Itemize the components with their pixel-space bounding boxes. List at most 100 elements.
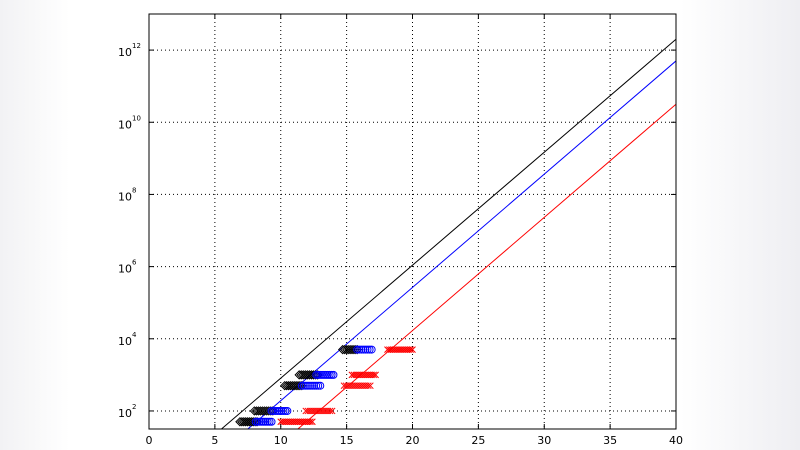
marker-diamond-black [304,370,315,380]
marker-cross-red [407,346,414,353]
marker-diamond-black [344,344,354,355]
marker-diamond-black [300,370,311,380]
marker-circle-blue [361,345,370,354]
marker-diamond-black [342,344,352,355]
x-tick-label: 40 [669,434,683,447]
y-tick-label: 10 [118,407,132,420]
marker-cross-red [370,371,377,379]
marker-circle-blue [312,381,321,390]
marker-circle-blue [275,406,284,415]
x-tick-label: 10 [274,434,288,447]
y-tick-label: 10 [118,263,132,276]
marker-circle-blue [365,345,374,354]
y-tick-exponent: 2 [132,403,136,411]
marker-diamond-black [253,406,264,416]
background-left-fade [0,0,70,450]
plot-frame [148,13,677,430]
marker-circle-blue [267,417,276,426]
marker-circle-blue [359,345,368,354]
marker-circle-blue [306,381,315,390]
y-tick-label: 10 [118,190,132,203]
y-tick-label: 10 [118,46,132,59]
marker-diamond-black [255,406,266,416]
marker-circle-blue [281,406,290,415]
marker-cross-red [328,407,336,415]
marker-diamond-black [296,370,306,380]
x-tick-label: 20 [406,434,420,447]
marker-diamond-black [298,370,309,380]
marker-diamond-black [306,370,317,380]
series-line-red [297,103,676,429]
y-tick-exponent: 12 [132,42,141,50]
marker-cross-red [366,382,374,390]
marker-circle-blue [251,417,260,426]
marker-circle-blue [301,381,310,390]
marker-cross-red [326,407,334,415]
marker-circle-blue [367,345,376,354]
marker-circle-blue [297,381,306,390]
marker-circle-blue [257,417,266,426]
marker-diamond-black [257,406,268,416]
marker-diamond-black [302,370,313,380]
marker-circle-blue [316,381,325,390]
y-tick-exponent: 6 [132,259,137,267]
marker-circle-blue [329,370,338,379]
marker-circle-blue [265,417,274,426]
marker-diamond-black [337,344,348,355]
y-tick-label: 10 [118,118,132,131]
marker-circle-blue [273,406,282,415]
background-right-fade [680,0,800,450]
marker-circle-blue [308,381,317,390]
marker-circle-blue [353,345,362,354]
marker-circle-blue [355,345,364,354]
marker-circle-blue [271,406,280,415]
marker-circle-blue [261,417,270,426]
series-layer [221,38,676,429]
marker-circle-blue [263,417,272,426]
x-tick-label: 30 [537,434,551,447]
marker-diamond-black [308,370,319,380]
marker-diamond-black [248,417,258,427]
marker-diamond-black [264,406,274,416]
marker-circle-blue [303,381,312,390]
marker-circle-blue [259,417,268,426]
series-line-black [221,38,676,429]
marker-diamond-black [249,406,260,416]
marker-cross-red [409,346,416,353]
x-tick-label: 25 [471,434,485,447]
marker-circle-blue [269,406,278,415]
marker-diamond-black [340,344,350,355]
x-tick-label: 0 [146,434,153,447]
axes [148,13,677,430]
series-line-blue [247,60,676,429]
marker-circle-blue [357,345,366,354]
marker-diamond-black [261,406,272,416]
y-tick-exponent: 8 [132,186,136,194]
marker-circle-blue [267,406,276,415]
marker-circle-blue [253,417,262,426]
marker-cross-red [309,418,316,426]
marker-cross-red [307,418,314,426]
y-tick-label: 10 [118,335,132,348]
y-tick-exponent: 10 [132,114,141,122]
marker-diamond-black [294,370,304,380]
marker-circle-blue [277,406,286,415]
y-tick-exponent: 4 [132,331,137,339]
marker-circle-blue [283,406,292,415]
marker-diamond-black [259,406,270,416]
marker-circle-blue [255,417,264,426]
x-tick-label: 35 [603,434,617,447]
x-tick-label: 5 [211,434,218,447]
marker-circle-blue [299,381,308,390]
marker-diamond-black [251,406,262,416]
grid-lines [149,14,676,429]
marker-circle-blue [310,381,319,390]
x-tick-label: 15 [340,434,354,447]
marker-cross-red [372,371,379,379]
marker-circle-blue [279,406,288,415]
marker-cross-red [364,382,372,390]
marker-circle-blue [314,381,323,390]
